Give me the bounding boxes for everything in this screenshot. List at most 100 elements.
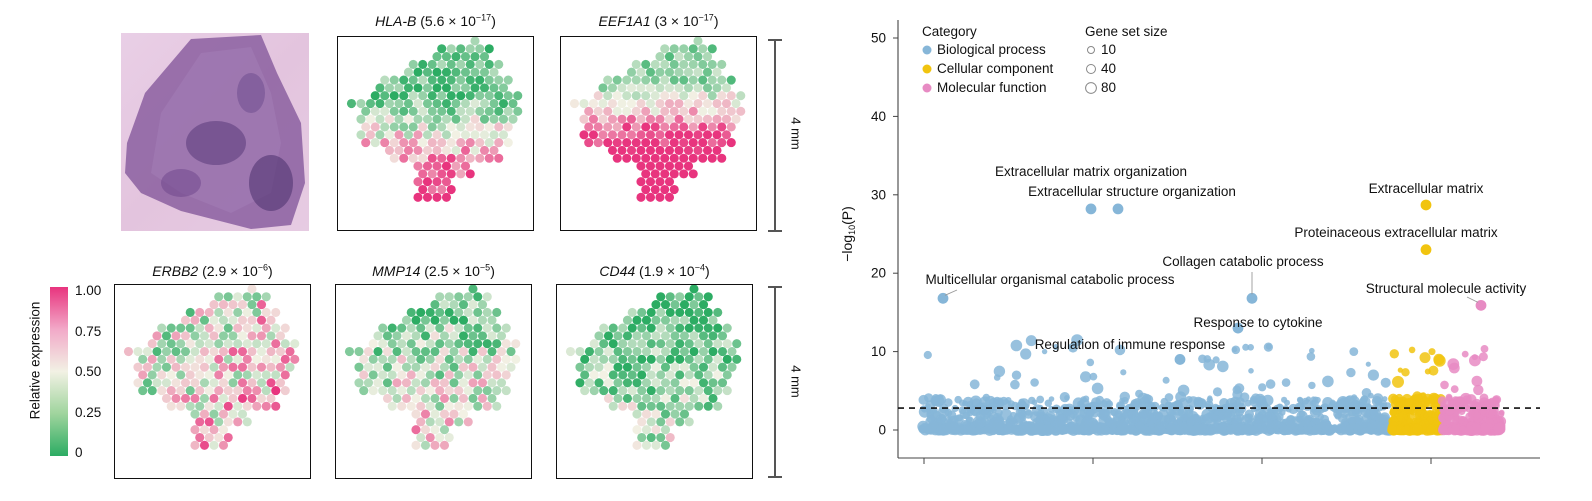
expression-spot — [674, 114, 684, 124]
expression-spot — [435, 307, 445, 317]
expression-spot — [171, 362, 181, 372]
expression-spot — [664, 192, 675, 202]
expression-spot — [190, 409, 200, 419]
expression-spot — [392, 331, 402, 341]
expression-spot — [588, 114, 599, 124]
gene-set-point — [1465, 425, 1474, 435]
expression-spot — [256, 378, 267, 388]
expression-spot — [675, 417, 685, 427]
expression-spot — [142, 346, 153, 357]
expression-spot — [382, 331, 393, 341]
expression-spot — [645, 98, 656, 109]
expression-spot — [456, 75, 466, 85]
expression-spot — [651, 346, 661, 357]
gene-set-point — [1281, 396, 1288, 403]
expression-spot — [494, 122, 504, 132]
expression-spot — [713, 370, 723, 380]
expression-spot — [622, 378, 633, 388]
expression-spot — [389, 122, 399, 132]
expression-spot — [641, 378, 652, 388]
gene-set-point — [1263, 342, 1273, 352]
expression-spot — [612, 106, 622, 116]
expression-spot — [632, 362, 642, 372]
gene-set-point — [1349, 347, 1359, 356]
expression-spot — [702, 114, 713, 124]
expression-spot — [384, 114, 395, 124]
expression-spot — [641, 59, 651, 69]
expression-spot — [603, 91, 613, 101]
expression-spot — [266, 393, 276, 403]
expression-spot — [456, 59, 466, 69]
expression-spot — [669, 138, 679, 148]
expression-spot — [422, 67, 433, 77]
expression-spot — [359, 370, 369, 380]
expression-spot — [451, 130, 461, 140]
expression-spot — [430, 315, 440, 325]
expression-spot — [702, 145, 713, 155]
expression-spot — [637, 386, 647, 396]
expression-spot — [446, 91, 456, 101]
expression-spot — [380, 138, 390, 148]
expression-spot — [420, 346, 431, 357]
highlighted-point — [1112, 203, 1124, 215]
expression-spot — [487, 315, 497, 325]
expression-spot — [413, 192, 423, 202]
gene-set-point — [1359, 397, 1368, 406]
gene-set-point — [1329, 399, 1336, 406]
expression-spot — [684, 370, 694, 380]
expression-spot — [209, 440, 219, 450]
expression-spot — [707, 91, 717, 101]
expression-spot — [470, 37, 480, 46]
expression-spot — [689, 346, 699, 357]
expression-spot — [717, 362, 728, 372]
expression-spot — [665, 370, 675, 380]
expression-spot — [608, 339, 618, 349]
expression-spot — [470, 114, 480, 124]
gene-set-point — [944, 408, 953, 417]
expression-spot — [389, 138, 399, 148]
expression-spot — [665, 386, 675, 396]
expression-spot — [180, 346, 191, 357]
gene-set-point — [1212, 387, 1223, 397]
expression-spot — [425, 370, 435, 380]
expression-spot — [422, 114, 433, 124]
expression-spot — [503, 91, 513, 101]
expression-spot — [387, 354, 397, 364]
colorbar-tick: 0.25 — [75, 405, 102, 420]
expression-spot — [432, 130, 442, 140]
legend-size-item: 10 — [1101, 42, 1116, 57]
expression-spot — [266, 315, 276, 325]
expression-spot — [664, 177, 675, 187]
expression-spot — [242, 339, 252, 349]
expression-spot — [708, 393, 718, 403]
expression-spot — [425, 307, 435, 317]
expression-spot — [432, 52, 442, 62]
expression-spot — [612, 75, 622, 85]
gene-set-point — [1030, 427, 1036, 433]
expression-spot — [195, 370, 205, 380]
expression-spot — [142, 378, 153, 388]
gene-set-point — [1071, 334, 1083, 346]
expression-spot — [441, 130, 452, 140]
expression-spot — [589, 354, 599, 364]
legend-size-item: 80 — [1101, 80, 1116, 95]
expression-spot — [157, 354, 167, 364]
expression-spot — [437, 169, 447, 179]
expression-spot — [463, 339, 473, 349]
expression-spot — [708, 378, 718, 388]
gene-set-point — [1379, 414, 1390, 426]
expression-spot — [411, 440, 421, 450]
expression-spot — [689, 378, 699, 388]
expression-spot — [458, 409, 469, 419]
expression-spot — [703, 386, 713, 396]
expression-spot — [432, 67, 442, 77]
gene-set-point — [1083, 404, 1095, 416]
expression-spot — [425, 417, 435, 427]
expression-spot — [439, 315, 450, 325]
expression-spot — [626, 130, 637, 140]
expression-spot — [413, 177, 423, 187]
expression-spot — [384, 145, 395, 155]
expression-spot — [463, 417, 473, 427]
expression-spot — [209, 378, 219, 388]
expression-spot — [660, 378, 671, 388]
